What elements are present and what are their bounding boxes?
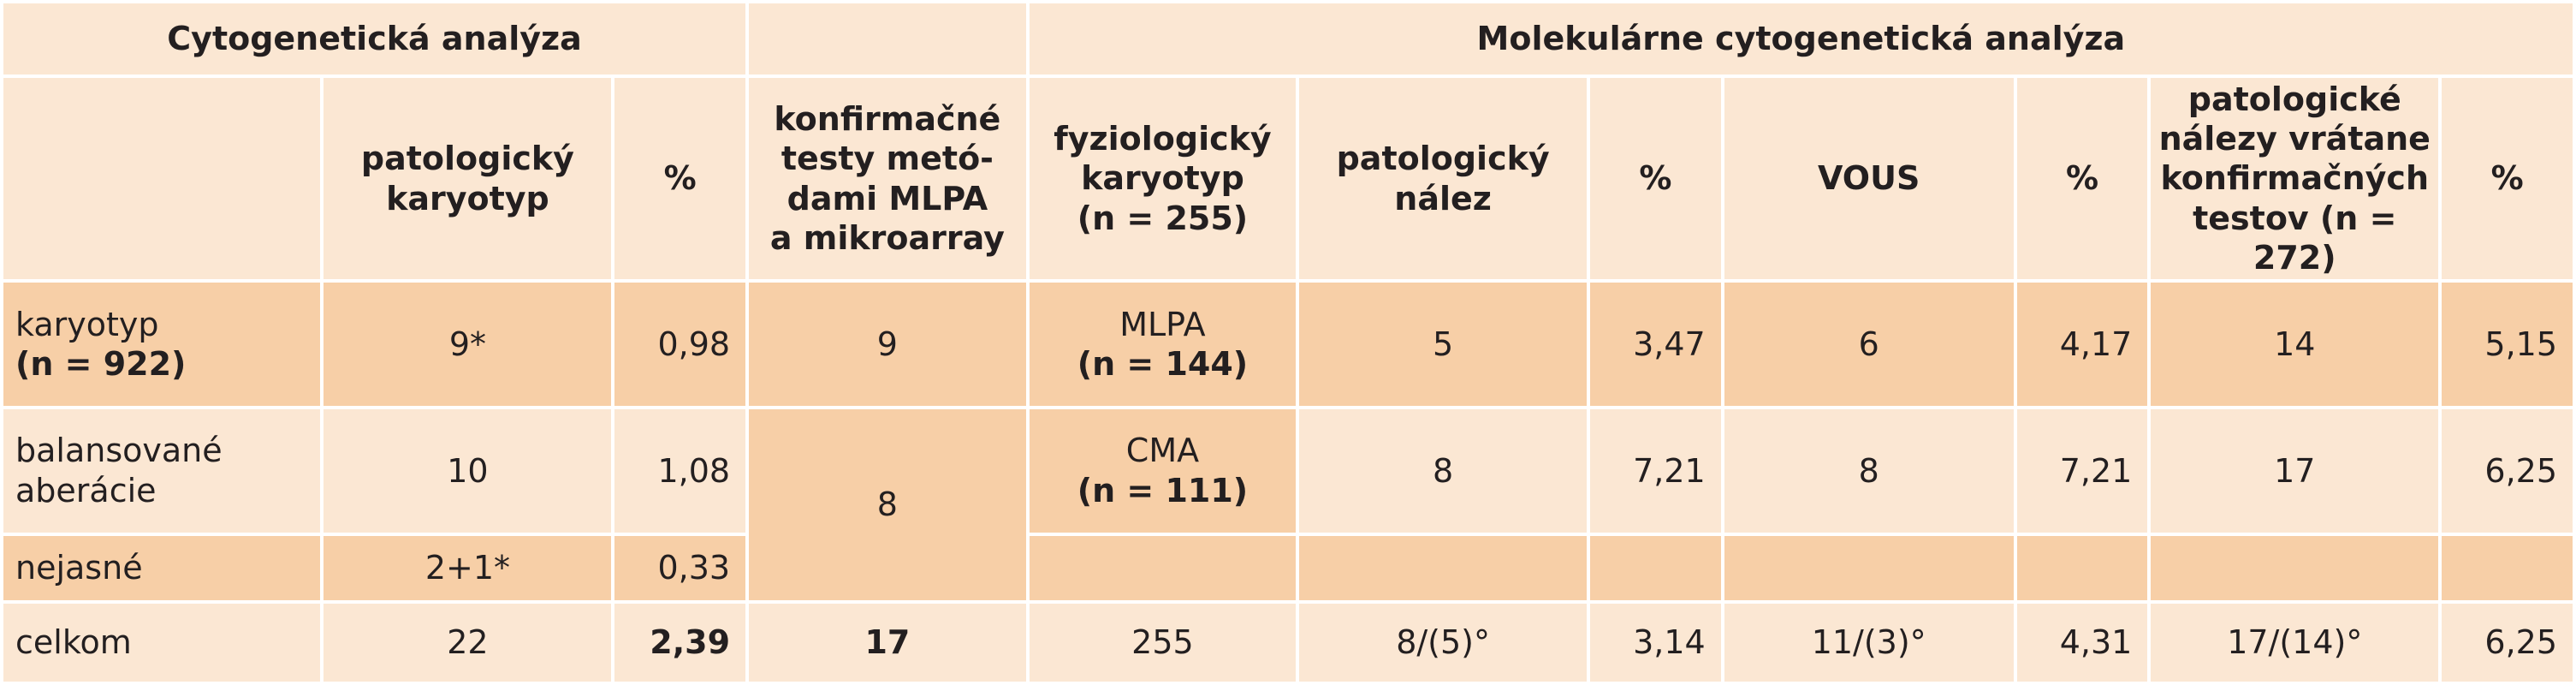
cell-total: 17 (2151, 408, 2439, 533)
table-row-total: celkom 22 2,39 17 255 8/(5)° 3,14 11/(3)… (3, 603, 2573, 682)
cell-percent: 0,98 (614, 282, 746, 406)
group-header-row: Cytogenetická analýza Molekulárne cytoge… (3, 3, 2573, 75)
row-label-balanced: balansované aberácie (3, 408, 321, 533)
cell-pathological: 2+1* (323, 535, 612, 600)
header-percent: % (614, 78, 746, 279)
row-label-karyotype: karyotyp (n = 922) (3, 282, 321, 406)
cell-finding: 8 (1299, 408, 1588, 533)
cell-finding-percent: 7,21 (1590, 408, 1721, 533)
cell-pathological: 9* (323, 282, 612, 406)
header-percent: % (1590, 78, 1721, 279)
cell-empty (1299, 535, 1588, 600)
header-confirmatory-tests: konfirmačné testy metó-dami MLPA a mikroar… (749, 78, 1026, 279)
cell-empty (2442, 535, 2573, 600)
cell-confirmatory: 17 (749, 603, 1026, 682)
header-pathological-karyotype: patologický karyotyp (323, 78, 612, 279)
cell-empty (1590, 535, 1721, 600)
cell-confirmatory-merged: 8 (749, 408, 1026, 600)
group-header-cytogenetic: Cytogenetická analýza (3, 3, 746, 75)
header-pathological-finding: patologický nález (1299, 78, 1588, 279)
cell-vous-percent: 4,17 (2016, 282, 2148, 406)
cell-method: MLPA (n = 144) (1029, 282, 1297, 406)
header-physiological-karyotype: fyziologický karyotyp (n = 255) (1029, 78, 1297, 279)
cell-confirmatory: 9 (749, 282, 1026, 406)
row-label-unclear: nejasné (3, 535, 321, 600)
table-row-balanced-aberrations: balansované aberácie 10 1,08 8 CMA (n = 11… (3, 408, 2573, 600)
cell-vous: 6 (1724, 282, 2014, 406)
table-row-unclear: nejasné 2+1* 0,33 (3, 535, 2573, 600)
cell-pathological: 10 (323, 408, 612, 533)
cell-vous: 8 (1724, 408, 2014, 533)
cell-percent: 0,33 (614, 535, 746, 600)
cell-pathological: 22 (323, 603, 612, 682)
column-header-row: patologický karyotyp % konfirmačné testy m… (3, 78, 2573, 279)
header-percent: % (2442, 78, 2573, 279)
group-header-molecular: Molekulárne cytogenetická analýza (1029, 3, 2573, 75)
header-empty-cell (3, 78, 321, 279)
cell-finding: 5 (1299, 282, 1588, 406)
cell-vous-percent: 4,31 (2016, 603, 2148, 682)
cell-method: CMA (n = 111) (1029, 408, 1297, 533)
cell-total: 17/(14)° (2151, 603, 2439, 682)
cell-total-percent: 6,25 (2442, 603, 2573, 682)
cell-percent: 1,08 (614, 408, 746, 533)
cell-finding: 8/(5)° (1299, 603, 1588, 682)
cell-vous: 11/(3)° (1724, 603, 2014, 682)
cell-empty (2016, 535, 2148, 600)
cell-empty (2151, 535, 2439, 600)
cell-finding-percent: 3,47 (1590, 282, 1721, 406)
header-percent: % (2016, 78, 2148, 279)
header-vous: VOUS (1724, 78, 2014, 279)
cell-method: 255 (1029, 603, 1297, 682)
cell-finding-percent: 3,14 (1590, 603, 1721, 682)
cell-vous-percent: 7,21 (2016, 408, 2148, 533)
cell-total-percent: 5,15 (2442, 282, 2573, 406)
cell-percent: 2,39 (614, 603, 746, 682)
group-header-gap (749, 3, 1026, 75)
header-pathological-including-confirmatory: patologické nálezy vrátane konfirmačných te… (2151, 78, 2439, 279)
cell-total-percent: 6,25 (2442, 408, 2573, 533)
row-label-total: celkom (3, 603, 321, 682)
cell-empty (1029, 535, 1297, 600)
cell-total: 14 (2151, 282, 2439, 406)
table-row-karyotype: karyotyp (n = 922) 9* 0,98 9 MLPA (n = 144… (3, 282, 2573, 406)
cell-empty (1724, 535, 2014, 600)
